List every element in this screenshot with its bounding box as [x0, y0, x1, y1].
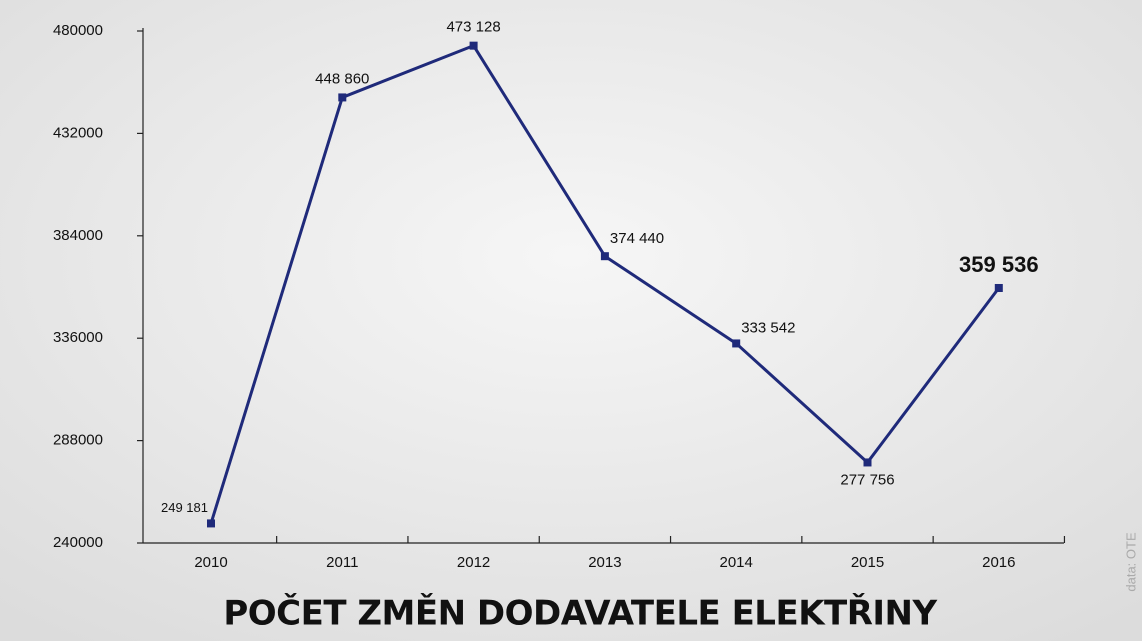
y-tick-label: 336000	[53, 329, 103, 346]
marker	[732, 339, 741, 348]
x-tick-label: 2013	[588, 554, 621, 571]
marker	[994, 283, 1003, 292]
value-label: 448 860	[315, 70, 369, 87]
y-tick-label: 288000	[53, 432, 103, 449]
y-tick-label: 384000	[53, 227, 103, 244]
marker	[338, 93, 347, 102]
y-tick-label: 480000	[53, 22, 103, 39]
value-label: 333 542	[741, 319, 795, 336]
y-tick-label: 432000	[53, 124, 103, 141]
value-label: 359 536	[959, 252, 1039, 277]
x-tick-label: 2011	[326, 554, 358, 571]
value-label: 374 440	[610, 230, 664, 247]
marker	[469, 41, 478, 50]
x-tick-label: 2014	[720, 554, 753, 571]
value-label: 473 128	[446, 19, 500, 36]
source: data: OTE	[1123, 532, 1138, 592]
y-tick-label: 240000	[53, 534, 103, 551]
x-tick-label: 2016	[982, 554, 1015, 571]
marker	[863, 458, 872, 467]
value-label: 277 756	[840, 471, 894, 488]
x-tick-label: 2010	[194, 554, 227, 571]
value-label: 249 181	[161, 500, 208, 515]
marker	[207, 519, 215, 528]
chart-title: POČET ZMĚN DODAVATELE ELEKTŘINY	[223, 593, 937, 634]
marker	[600, 252, 609, 261]
x-tick-label: 2012	[457, 554, 490, 571]
x-tick-label: 2015	[851, 554, 884, 571]
